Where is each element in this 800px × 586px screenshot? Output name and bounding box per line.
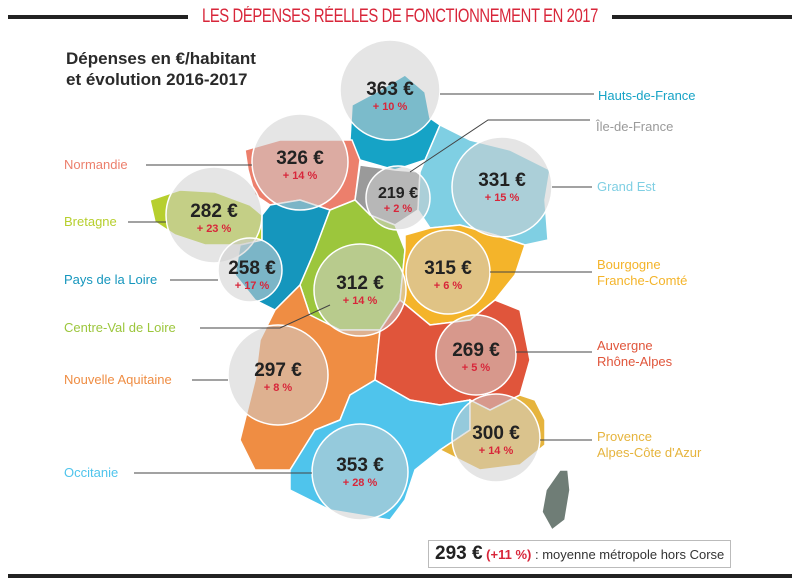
label-bretagne: Bretagne: [64, 214, 117, 229]
value-hauts-de-france: 363 € + 10 %: [366, 79, 414, 113]
value-auvergne: 269 € + 5 %: [452, 340, 500, 374]
region-value: 312 €: [336, 273, 384, 294]
bubble-nouvelle-aquitaine: [227, 324, 329, 426]
region-corse: [541, 469, 571, 532]
bottom-rule: [8, 574, 792, 578]
leader-line: [409, 119, 590, 173]
value-centre: 312 € + 14 %: [336, 273, 384, 307]
average-value: 293 €: [435, 543, 483, 564]
value-bretagne: 282 € + 23 %: [190, 201, 238, 235]
label-paca: Provence Alpes-Côte d'Azur: [597, 429, 701, 461]
bubble-hauts-de-france: [339, 39, 441, 141]
region-change: + 14 %: [282, 170, 318, 182]
region-value: 282 €: [190, 201, 238, 222]
label-line: Rhône-Alpes: [597, 354, 673, 369]
label-bourgogne: Bourgogne Franche-Comté: [597, 257, 687, 289]
region-value: 297 €: [254, 360, 302, 381]
label-grand-est: Grand Est: [597, 179, 656, 194]
label-nouvelle-aquitaine: Nouvelle Aquitaine: [64, 372, 172, 387]
value-grand-est: 331 € + 15 %: [478, 170, 526, 204]
region-change: + 14 %: [342, 295, 378, 307]
region-value: 269 €: [452, 340, 500, 361]
bubble-ile-de-france: [365, 165, 431, 231]
page-title: LES DÉPENSES RÉELLES DE FONCTIONNEMENT E…: [201, 6, 599, 27]
bubble-pays-de-la-loire: [217, 237, 283, 303]
label-centre: Centre-Val de Loire: [64, 320, 176, 335]
region-value: 258 €: [228, 258, 276, 279]
title-rule-left: [8, 15, 188, 19]
label-line: Alpes-Côte d'Azur: [597, 445, 702, 460]
bubble-centre: [313, 243, 407, 337]
region-change: + 10 %: [372, 101, 408, 113]
value-nouvelle-aquitaine: 297 € + 8 %: [254, 360, 302, 394]
label-normandie: Normandie: [64, 157, 128, 172]
bubble-normandie: [251, 113, 349, 211]
bubble-bretagne: [165, 166, 263, 264]
region-value: 315 €: [424, 258, 472, 279]
label-occitanie: Occitanie: [64, 465, 119, 480]
region-value: 363 €: [366, 79, 414, 100]
label-line: Bourgogne: [597, 257, 661, 272]
region-change: + 17 %: [234, 280, 270, 292]
region-value: 300 €: [472, 423, 520, 444]
average-text: : moyenne métropole hors Corse: [534, 547, 725, 562]
label-line: Auvergne: [597, 338, 653, 353]
value-occitanie: 353 € + 28 %: [336, 455, 384, 489]
label-line: Franche-Comté: [597, 273, 688, 288]
region-change: + 8 %: [263, 382, 293, 394]
region-change: + 14 %: [478, 445, 514, 457]
subtitle: Dépenses en €/habitant et évolution 2016…: [66, 48, 256, 90]
subtitle-line: et évolution 2016-2017: [66, 70, 248, 89]
region-change: + 6 %: [433, 280, 463, 292]
bubble-paca: [451, 393, 541, 483]
label-ile-de-france: Île-de-France: [596, 119, 674, 134]
region-change: + 28 %: [342, 477, 378, 489]
label-line: Provence: [597, 429, 652, 444]
leader-line: [200, 304, 331, 329]
label-auvergne: Auvergne Rhône-Alpes: [597, 338, 672, 370]
region-change: + 15 %: [484, 192, 520, 204]
region-value: 353 €: [336, 455, 384, 476]
bubble-auvergne: [435, 314, 517, 396]
region-change: + 23 %: [196, 223, 232, 235]
subtitle-line: Dépenses en €/habitant: [66, 49, 256, 68]
label-pays-de-la-loire: Pays de la Loire: [64, 272, 158, 287]
bubble-occitanie: [311, 423, 409, 521]
value-paca: 300 € + 14 %: [472, 423, 520, 457]
region-value: 219 €: [377, 185, 419, 202]
average-change: (+11 %): [486, 547, 532, 562]
average-box: 293 € (+11 %) : moyenne métropole hors C…: [428, 540, 732, 568]
value-ile-de-france: 219 € + 2 %: [378, 185, 418, 215]
value-pays-de-la-loire: 258 € + 17 %: [228, 258, 276, 292]
label-hauts-de-france: Hauts-de-France: [598, 88, 696, 103]
title-rule-right: [612, 15, 792, 19]
region-value: 331 €: [478, 170, 526, 191]
region-value: 326 €: [276, 148, 324, 169]
region-change: + 2 %: [383, 203, 413, 215]
value-normandie: 326 € + 14 %: [276, 148, 324, 182]
region-change: + 5 %: [461, 362, 491, 374]
value-bourgogne: 315 € + 6 %: [424, 258, 472, 292]
